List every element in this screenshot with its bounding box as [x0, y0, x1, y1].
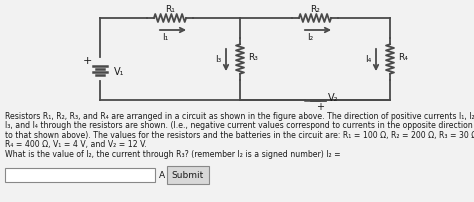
Text: I₃: I₃	[215, 55, 221, 63]
Text: R₁: R₁	[165, 4, 175, 14]
Text: V₁: V₁	[114, 67, 125, 77]
Text: Submit: Submit	[172, 170, 204, 180]
Text: A: A	[159, 170, 165, 180]
Text: R₄ = 400 Ω, V₁ = 4 V, and V₂ = 12 V.: R₄ = 400 Ω, V₁ = 4 V, and V₂ = 12 V.	[5, 141, 147, 149]
Text: R₃: R₃	[248, 53, 258, 61]
Text: R₂: R₂	[310, 4, 320, 14]
Text: Resistors R₁, R₂, R₃, and R₄ are arranged in a circuit as shown in the figure ab: Resistors R₁, R₂, R₃, and R₄ are arrange…	[5, 112, 474, 121]
Text: What is the value of I₂, the current through R₃? (remember I₂ is a signed number: What is the value of I₂, the current thr…	[5, 150, 341, 159]
Text: +: +	[82, 56, 91, 66]
Text: R₄: R₄	[398, 53, 408, 61]
Text: I₁: I₁	[162, 34, 168, 42]
Text: I₄: I₄	[365, 55, 371, 63]
Text: V₂: V₂	[328, 93, 338, 103]
Text: +: +	[316, 102, 324, 112]
Text: I₃, and I₄ through the resistors are shown. (I.e., negative current values corre: I₃, and I₄ through the resistors are sho…	[5, 121, 473, 130]
FancyBboxPatch shape	[167, 166, 209, 184]
Text: I₂: I₂	[307, 34, 313, 42]
Text: to that shown above). The values for the resistors and the batteries in the circ: to that shown above). The values for the…	[5, 131, 474, 140]
FancyBboxPatch shape	[5, 168, 155, 182]
